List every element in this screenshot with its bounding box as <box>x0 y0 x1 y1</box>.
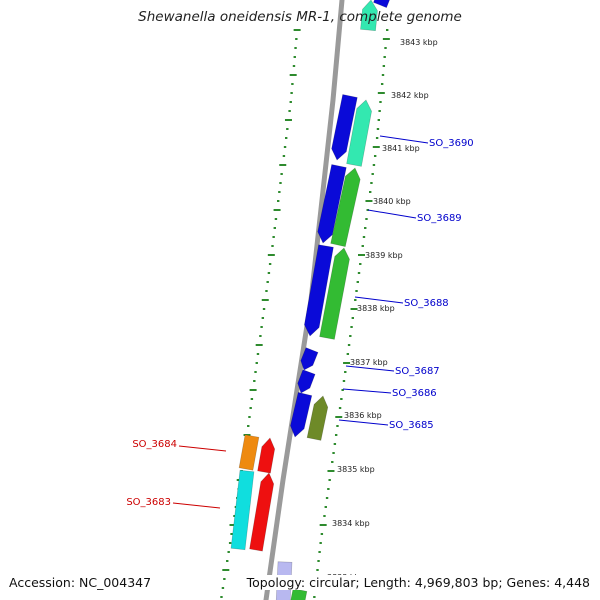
kbp-tick-label: 3837 kbp <box>350 358 388 367</box>
kbp-tick-label: 3839 kbp <box>365 251 403 260</box>
gene-feature <box>238 434 260 471</box>
gene-label[interactable]: SO_3685 <box>389 420 434 431</box>
kbp-tick-label: 3835 kbp <box>337 465 375 474</box>
gene-labels: SO_3690 SO_3689 SO_3688 SO_3687 SO_3686 SO_36… <box>126 135 474 509</box>
kbp-tick-label: 3842 kbp <box>391 91 429 100</box>
inner-tick-track <box>312 29 390 598</box>
label-leader-line <box>379 135 429 144</box>
gene-label[interactable]: SO_3687 <box>395 366 440 377</box>
gene-label[interactable]: SO_3688 <box>404 298 449 309</box>
gene-feature <box>317 164 347 244</box>
gene-feature <box>257 437 276 474</box>
kbp-tick-label: 3840 kbp <box>373 197 411 206</box>
gene-label[interactable]: SO_3683 <box>126 497 171 508</box>
gene-feature <box>360 0 378 32</box>
gene-feature <box>331 94 358 161</box>
gene-feature <box>290 392 313 438</box>
gene-track <box>230 0 390 600</box>
map-title: Shewanella oneidensis MR-1, complete gen… <box>138 9 462 25</box>
kbp-tick-label: 3834 kbp <box>332 519 370 528</box>
gene-feature <box>297 369 316 394</box>
gene-feature <box>304 244 334 337</box>
gene-feature <box>330 167 361 247</box>
gene-feature <box>373 0 390 8</box>
kbp-tick-label: 3841 kbp <box>382 144 420 153</box>
kbp-tick-label: 3836 kbp <box>344 411 382 420</box>
kbp-tick-label: 3843 kbp <box>400 38 438 47</box>
gene-feature <box>306 395 329 441</box>
gene-feature <box>290 588 308 600</box>
accession-text: Accession: NC_004347 <box>9 575 152 590</box>
label-leader-line <box>345 365 395 372</box>
label-leader-line <box>342 388 392 394</box>
gene-label[interactable]: SO_3686 <box>392 388 437 399</box>
label-leader-line <box>172 502 221 509</box>
label-leader-line <box>338 419 389 426</box>
label-leader-line <box>367 209 417 219</box>
gene-feature <box>230 469 255 551</box>
gene-feature <box>319 247 350 340</box>
genome-summary-text: Topology: circular; Length: 4,969,803 bp… <box>246 575 590 590</box>
gene-feature <box>346 99 372 167</box>
gene-feature <box>249 472 275 552</box>
gene-label[interactable]: SO_3684 <box>132 439 177 450</box>
gene-label[interactable]: SO_3689 <box>417 213 462 224</box>
label-leader-line <box>178 445 227 452</box>
kbp-tick-label: 3838 kbp <box>357 304 395 313</box>
gene-feature <box>300 347 319 371</box>
gene-label[interactable]: SO_3690 <box>429 138 474 149</box>
label-leader-line <box>354 296 404 304</box>
